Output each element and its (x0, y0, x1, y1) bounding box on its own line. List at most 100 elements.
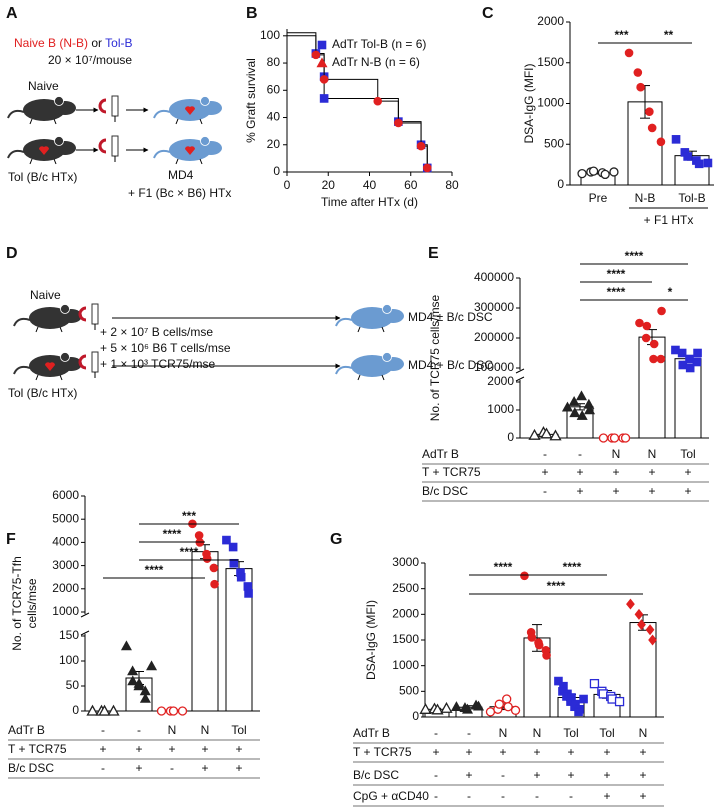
point (542, 651, 551, 660)
point (657, 306, 666, 316)
point (98, 704, 111, 716)
point (133, 677, 145, 688)
condition-value: + (201, 742, 208, 756)
point (692, 357, 702, 367)
y-tick-label: 500 (544, 136, 564, 150)
point (633, 68, 643, 77)
y-tick-label: 4000 (52, 535, 79, 549)
point (685, 354, 694, 364)
axis-break (80, 612, 90, 618)
point (473, 700, 485, 711)
legend-marker (316, 57, 328, 68)
point (693, 348, 702, 358)
condition-label: AdTr B (353, 726, 390, 740)
point (577, 168, 587, 179)
condition-value: - (434, 768, 438, 782)
point (177, 706, 188, 716)
significance-label: **** (180, 545, 199, 559)
bar (638, 336, 666, 439)
y-tick-label: 2000 (52, 581, 79, 595)
point (319, 75, 329, 84)
condition-value: N (648, 447, 657, 461)
condition-value: Tol (680, 447, 695, 461)
significance-label: **** (145, 563, 164, 577)
point (422, 163, 432, 173)
condition-label: B/c DSC (422, 484, 468, 498)
legend-label: AdTr Tol-B (n = 6) (332, 37, 426, 51)
y-tick-label: 5000 (52, 511, 79, 525)
point (236, 572, 246, 582)
mouse-leg (35, 326, 39, 333)
condition-value: + (603, 768, 610, 782)
point (656, 354, 666, 364)
point (416, 141, 426, 151)
point (576, 409, 588, 420)
significance-label: *** (614, 28, 628, 42)
condition-value: + (612, 484, 619, 498)
point (120, 640, 132, 651)
y-tick-label: 20 (267, 137, 281, 151)
x-tick-label: 60 (404, 178, 418, 192)
x-tick-label: Pre (589, 191, 608, 205)
condition-label: AdTr B (8, 723, 45, 737)
legend-label: AdTr N-B (n = 6) (332, 55, 420, 69)
point (579, 694, 588, 704)
point (569, 407, 581, 418)
condition-value: Tol (563, 726, 578, 740)
point (419, 702, 432, 714)
condition-value: + (499, 745, 506, 759)
legend-or: or (88, 36, 105, 50)
mouse-leg (53, 158, 57, 165)
mouse-ear (382, 304, 392, 314)
y-tick-label: 400000 (474, 270, 514, 284)
condition-value: + (648, 465, 655, 479)
point (645, 107, 654, 116)
condition-value: - (535, 789, 539, 803)
point (635, 318, 644, 328)
point (575, 390, 588, 401)
significance-label: **** (625, 249, 644, 263)
significance-label: **** (163, 527, 182, 541)
point (168, 706, 179, 716)
condition-value: + (639, 768, 646, 782)
condition-value: + (603, 789, 610, 803)
significance-label: **** (494, 560, 513, 574)
axis-break (80, 630, 90, 636)
condition-value: - (543, 447, 547, 461)
mouse-ear (60, 352, 70, 362)
survival-curve (287, 32, 428, 168)
point (222, 535, 231, 545)
point (244, 589, 253, 598)
condition-value: + (639, 789, 646, 803)
point (202, 554, 212, 563)
point (311, 50, 321, 60)
condition-value: + (576, 465, 583, 479)
y-tick-label: 300000 (474, 300, 514, 314)
point (319, 94, 329, 103)
point (694, 159, 704, 169)
recipient-label: MD4 (168, 168, 194, 182)
injection-line: + 2 × 10⁷ B cells/mse (100, 325, 213, 339)
condition-value: - (101, 761, 105, 775)
mouse-leg (59, 326, 63, 333)
y-tick-label: 2000 (392, 607, 419, 621)
y-axis-label: DSA-IgG (MFI) (522, 63, 536, 143)
mouse-tail (335, 365, 353, 375)
condition-value: + (432, 745, 439, 759)
condition-value: - (578, 447, 582, 461)
magnet (78, 354, 87, 370)
legend-marker (317, 40, 327, 50)
magnet (78, 306, 87, 322)
condition-value: - (569, 789, 573, 803)
condition-value: - (467, 726, 471, 740)
y-tick-label: 0 (412, 709, 419, 723)
point (229, 558, 239, 568)
point (636, 82, 645, 92)
y-axis-label: No. of TCR75-Tfh (10, 556, 24, 650)
point (609, 167, 619, 177)
condition-value: + (567, 745, 574, 759)
point (649, 339, 659, 349)
y-tick-label: 40 (267, 110, 281, 124)
point (685, 363, 695, 373)
point (609, 433, 620, 443)
